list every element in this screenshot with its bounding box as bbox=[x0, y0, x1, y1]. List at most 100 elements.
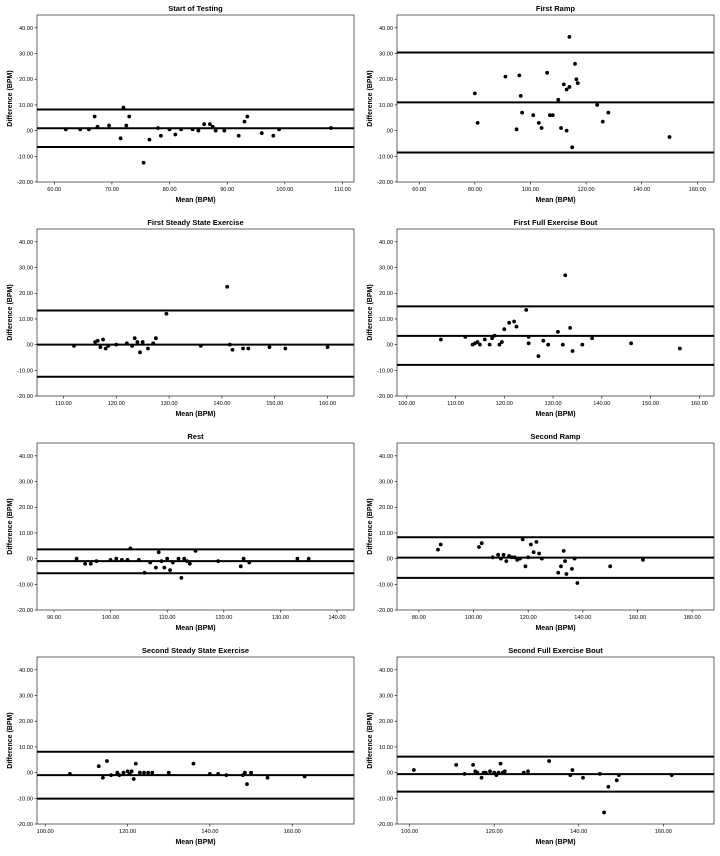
y-tick-label: 30.00 bbox=[379, 480, 393, 486]
y-tick-label: -10.00 bbox=[377, 368, 393, 374]
x-tick-label: 140.00 bbox=[593, 401, 610, 407]
y-tick-label: -10.00 bbox=[377, 154, 393, 160]
x-tick-label: 80.00 bbox=[163, 187, 177, 193]
data-point bbox=[526, 555, 531, 560]
y-axis-label: Difference (BPM) bbox=[7, 70, 14, 126]
data-point bbox=[74, 556, 79, 561]
data-point bbox=[496, 552, 501, 557]
data-point bbox=[438, 542, 443, 547]
data-point bbox=[187, 561, 192, 566]
data-point bbox=[559, 564, 563, 569]
data-point bbox=[131, 777, 136, 781]
data-point bbox=[125, 769, 130, 774]
data-point bbox=[68, 772, 72, 776]
chart-title: Second Full Exercise Bout bbox=[508, 646, 603, 655]
data-point bbox=[168, 568, 172, 573]
chart-svg: First Steady State Exercise -20.00 -10.00.… bbox=[7, 218, 355, 418]
data-point bbox=[95, 338, 100, 343]
data-point bbox=[117, 773, 122, 778]
data-point bbox=[629, 341, 633, 346]
data-point bbox=[534, 540, 539, 544]
data-point bbox=[95, 124, 100, 129]
data-point bbox=[133, 761, 138, 766]
data-point bbox=[153, 336, 158, 341]
data-point bbox=[153, 565, 158, 570]
chart-panel-4: First Full Exercise Bout -20.00 -10.00 .00 1… bbox=[360, 214, 720, 428]
data-point bbox=[595, 103, 600, 107]
data-point bbox=[130, 344, 135, 348]
data-point bbox=[227, 342, 232, 347]
data-point bbox=[568, 326, 573, 330]
data-point bbox=[488, 769, 492, 774]
data-point bbox=[198, 344, 203, 348]
data-point bbox=[151, 341, 156, 346]
x-tick-label: 130.00 bbox=[272, 615, 289, 621]
data-point bbox=[504, 559, 509, 564]
data-point bbox=[179, 127, 183, 132]
data-point bbox=[569, 566, 574, 571]
data-point bbox=[202, 122, 207, 127]
data-point bbox=[531, 550, 536, 555]
data-point bbox=[514, 127, 519, 132]
data-point bbox=[499, 340, 504, 344]
x-tick-label: 140.00 bbox=[570, 829, 587, 835]
chart-title: First Ramp bbox=[536, 4, 576, 13]
y-tick-label: .00 bbox=[25, 557, 33, 563]
data-point bbox=[216, 559, 221, 564]
data-point bbox=[523, 564, 528, 569]
x-axis-label: Mean (BPM) bbox=[175, 839, 215, 846]
data-point bbox=[150, 770, 155, 775]
data-point bbox=[512, 555, 517, 560]
data-point bbox=[118, 136, 123, 141]
y-tick-label: -20.00 bbox=[17, 608, 33, 614]
data-point bbox=[614, 778, 619, 783]
data-point bbox=[156, 550, 161, 555]
data-point bbox=[213, 128, 218, 133]
x-tick-label: 120.00 bbox=[496, 401, 513, 407]
data-point bbox=[190, 127, 195, 132]
chart-panel-3: First Steady State Exercise -20.00 -10.00.… bbox=[0, 214, 360, 428]
x-tick-label: 120.00 bbox=[215, 615, 232, 621]
y-tick-label: .00 bbox=[385, 343, 393, 349]
data-point bbox=[575, 81, 580, 85]
data-point bbox=[124, 123, 129, 128]
y-axis-label: Difference (BPM) bbox=[367, 70, 374, 126]
data-point bbox=[570, 145, 575, 150]
data-point bbox=[606, 784, 611, 789]
y-tick-label: .00 bbox=[385, 557, 393, 563]
data-point bbox=[498, 761, 503, 766]
data-point bbox=[472, 91, 477, 96]
y-tick-label: -10.00 bbox=[17, 368, 33, 374]
x-tick-label: 100.00 bbox=[102, 615, 119, 621]
data-point bbox=[546, 342, 551, 347]
plot-frame bbox=[36, 656, 355, 825]
data-point bbox=[502, 769, 507, 774]
y-tick-label: 10.00 bbox=[19, 317, 33, 323]
y-tick-label: 10.00 bbox=[19, 531, 33, 537]
data-point bbox=[502, 327, 507, 332]
x-tick-label: 100.00 bbox=[465, 615, 482, 621]
y-tick-label: 40.00 bbox=[379, 26, 393, 32]
x-tick-label: 100.00 bbox=[276, 187, 293, 193]
y-tick-label: 20.00 bbox=[19, 291, 33, 297]
y-tick-label: 30.00 bbox=[19, 694, 33, 700]
data-point bbox=[490, 555, 495, 560]
data-point bbox=[121, 105, 126, 110]
data-point bbox=[105, 759, 109, 763]
data-point bbox=[574, 77, 579, 82]
data-point bbox=[563, 273, 568, 278]
y-tick-label: 40.00 bbox=[379, 668, 393, 674]
chart-panel-7: Second Steady State Exercise -20.00 -10.00… bbox=[0, 642, 360, 856]
data-point bbox=[590, 336, 594, 341]
data-point bbox=[580, 342, 585, 347]
data-point bbox=[246, 346, 251, 351]
data-point bbox=[509, 555, 514, 560]
data-point bbox=[167, 127, 172, 132]
data-point bbox=[556, 329, 560, 334]
data-point bbox=[483, 770, 488, 775]
chart-svg: First Full Exercise Bout -20.00 -10.00 .00 1… bbox=[367, 218, 715, 418]
data-point bbox=[492, 770, 497, 775]
x-tick-label: 140.00 bbox=[201, 829, 218, 835]
data-point bbox=[547, 759, 552, 763]
y-tick-label: .00 bbox=[25, 343, 33, 349]
